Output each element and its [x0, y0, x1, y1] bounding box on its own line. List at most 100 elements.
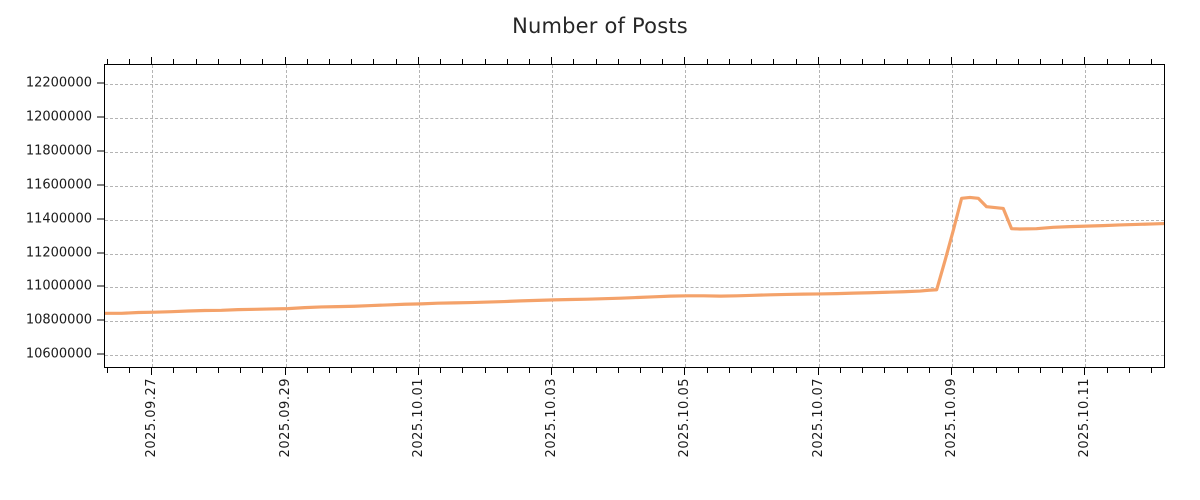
x-tick-mark-minor: [173, 59, 175, 64]
x-tick-mark-minor: [795, 368, 797, 373]
x-tick-mark-minor: [395, 368, 397, 373]
x-tick-mark-minor: [973, 368, 975, 373]
x-tick-mark-minor: [928, 368, 930, 373]
x-tick-mark-minor: [1084, 368, 1086, 373]
x-tick-mark-minor: [195, 368, 197, 373]
x-tick-mark-minor: [817, 59, 819, 64]
x-tick-mark-minor: [1040, 59, 1041, 64]
y-tick-mark: [97, 82, 104, 84]
x-tick-mark-minor: [906, 59, 908, 64]
series-line-number-of-posts: [105, 195, 1164, 315]
x-tick-mark-minor: [128, 59, 130, 64]
x-tick-mark-minor: [1128, 368, 1130, 373]
x-tick-mark-minor: [306, 368, 308, 373]
x-tick-mark-minor: [195, 59, 197, 64]
gridline-horizontal: [105, 219, 1164, 221]
gridline-vertical: [818, 65, 820, 367]
x-tick-label: 2025.10.03: [544, 378, 560, 458]
x-tick-mark-minor: [506, 368, 508, 373]
gridline-vertical: [685, 65, 687, 367]
x-tick-mark-minor: [573, 59, 575, 64]
x-tick-mark-minor: [640, 59, 642, 64]
x-tick-mark-minor: [773, 59, 775, 64]
x-tick-mark-minor: [1017, 59, 1019, 64]
gridline-vertical: [285, 65, 287, 367]
x-tick-mark-minor: [373, 368, 375, 373]
x-tick-mark-minor: [662, 59, 664, 64]
x-tick-mark-minor: [706, 59, 708, 64]
x-tick-mark-minor: [106, 368, 108, 373]
y-tick-mark: [97, 218, 104, 220]
x-tick-mark-minor: [951, 368, 953, 373]
x-tick-mark-minor: [240, 368, 242, 373]
x-tick-mark-minor: [128, 368, 130, 373]
x-tick-mark-minor: [906, 368, 908, 373]
gridline-horizontal: [105, 287, 1164, 289]
x-tick-mark-minor: [684, 59, 686, 64]
x-tick-mark-minor: [817, 368, 819, 373]
x-tick-mark-minor: [262, 59, 264, 64]
x-tick-mark-minor: [462, 59, 464, 64]
gridline-horizontal: [105, 253, 1164, 255]
y-tick-label: 11600000: [25, 177, 92, 193]
y-tick-mark: [97, 150, 104, 152]
x-tick-mark-minor: [1151, 368, 1153, 373]
x-tick-mark-minor: [573, 368, 575, 373]
x-tick-mark-minor: [528, 59, 530, 64]
x-tick-mark-minor: [528, 368, 530, 373]
x-tick-mark-minor: [751, 368, 753, 373]
x-tick-label: 2025.09.27: [144, 378, 160, 458]
y-tick-label: 11800000: [25, 143, 92, 159]
x-tick-mark-minor: [728, 368, 730, 373]
x-tick-mark-minor: [440, 368, 442, 373]
x-tick-mark-minor: [617, 368, 619, 373]
x-tick-mark-minor: [328, 59, 330, 64]
y-tick-label: 11200000: [25, 245, 92, 260]
x-tick-mark-minor: [1084, 59, 1086, 64]
x-tick-mark-minor: [506, 59, 508, 64]
x-tick-mark-minor: [617, 59, 619, 64]
x-tick-mark-minor: [395, 59, 397, 64]
gridline-horizontal: [105, 117, 1164, 119]
gridline-horizontal: [105, 321, 1164, 323]
y-tick-mark: [97, 252, 104, 253]
x-tick-mark-minor: [417, 59, 419, 64]
x-tick-mark-minor: [551, 368, 553, 373]
y-tick-label: 11400000: [25, 211, 92, 227]
x-tick-label: 2025.10.11: [1077, 378, 1093, 458]
x-tick-mark-minor: [306, 59, 308, 64]
x-tick-mark-minor: [1062, 59, 1064, 64]
y-tick-mark: [97, 353, 104, 355]
x-tick-mark-minor: [595, 59, 597, 64]
y-tick-label: 11000000: [25, 278, 92, 294]
x-tick-mark-minor: [1128, 59, 1130, 64]
x-tick-mark-minor: [1017, 368, 1019, 373]
y-tick-mark: [97, 116, 104, 118]
x-tick-mark-minor: [240, 59, 242, 64]
x-tick-mark-minor: [951, 59, 953, 64]
x-tick-mark-minor: [484, 368, 486, 373]
x-tick-label: 2025.10.01: [410, 378, 426, 458]
x-tick-mark-minor: [151, 59, 153, 64]
y-tick-mark: [97, 184, 104, 186]
y-tick-mark: [97, 285, 104, 287]
x-tick-mark-minor: [840, 59, 842, 64]
x-tick-mark-minor: [728, 59, 730, 64]
x-tick-mark-minor: [884, 368, 886, 373]
x-tick-mark-minor: [773, 368, 775, 373]
x-tick-mark-minor: [462, 368, 464, 373]
y-tick-label: 12000000: [25, 109, 92, 125]
x-tick-mark-minor: [1106, 368, 1108, 373]
gridline-vertical: [552, 65, 554, 367]
x-tick-mark-minor: [595, 368, 597, 373]
gridline-vertical: [952, 65, 954, 367]
x-tick-label: 2025.10.07: [810, 378, 826, 458]
x-tick-mark-minor: [1062, 368, 1064, 373]
x-tick-mark-minor: [840, 368, 842, 373]
x-tick-mark-minor: [173, 368, 175, 373]
x-tick-label: 2025.10.09: [944, 378, 960, 458]
x-tick-mark-minor: [884, 59, 886, 64]
x-tick-mark-minor: [351, 59, 353, 64]
x-tick-label: 2025.10.05: [677, 378, 693, 458]
